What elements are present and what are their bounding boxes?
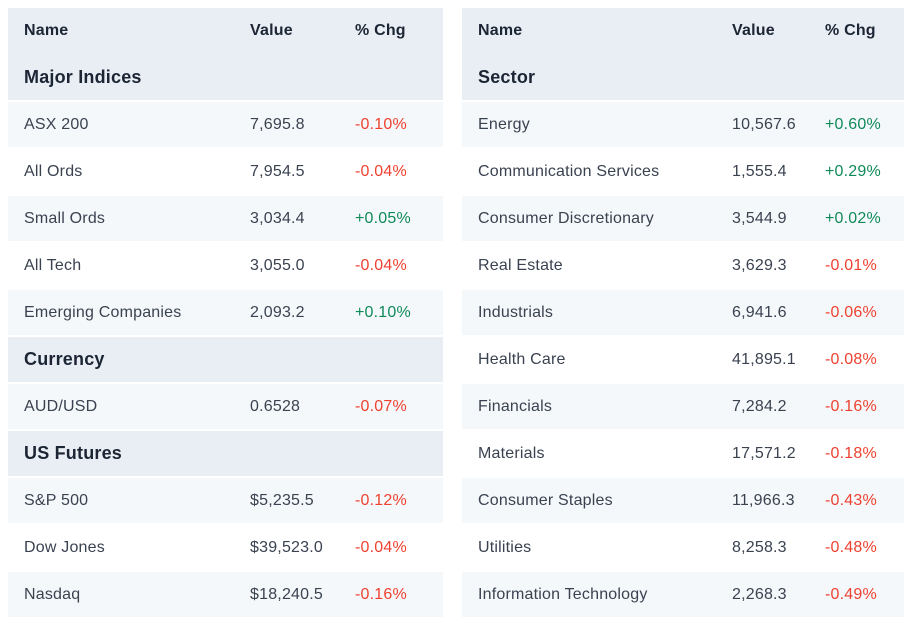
table-sectors: Name Value % Chg Sector Energy 10,567.6 +0… [462,8,904,619]
column-header-row: Name Value % Chg [462,8,904,54]
column-header-chg: % Chg [355,22,406,39]
row-name: Health Care [478,350,566,368]
row-change: -0.16% [825,397,877,415]
row-name: Communication Services [478,162,660,180]
table-row: AUD/USD 0.6528 -0.07% [8,384,443,429]
row-change: -0.04% [355,256,407,274]
row-value: 3,629.3 [732,256,787,274]
row-name: Information Technology [478,585,648,603]
table-rows: ASX 200 7,695.8 -0.10% All Ords 7,954.5 -0.04… [8,102,443,617]
table-row: Energy 10,567.6 +0.60% [462,102,904,147]
row-change: +0.05% [355,209,411,227]
table-row: S&P 500 $5,235.5 -0.12% [8,478,443,523]
row-change: -0.12% [355,491,407,509]
row-value: $39,523.0 [250,538,323,556]
table-row: Health Care 41,895.1 -0.08% [462,337,904,382]
row-value: 3,034.4 [250,209,305,227]
column-header-value: Value [250,22,293,39]
section-title: US Futures [8,431,443,476]
table-row: Small Ords 3,034.4 +0.05% [8,196,443,241]
table-row: ASX 200 7,695.8 -0.10% [8,102,443,147]
row-name: Dow Jones [24,538,105,556]
section-title-major-indices: Major Indices [8,54,443,100]
table-row: Consumer Staples 11,966.3 -0.43% [462,478,904,523]
row-change: +0.10% [355,303,411,321]
row-name: Nasdaq [24,585,81,603]
table-row: Dow Jones $39,523.0 -0.04% [8,525,443,570]
row-change: -0.01% [825,256,877,274]
row-value: 7,284.2 [732,397,787,415]
row-value: 7,954.5 [250,162,305,180]
table-row: All Ords 7,954.5 -0.04% [8,149,443,194]
row-value: 1,555.4 [732,162,787,180]
row-change: -0.49% [825,585,877,603]
row-value: 0.6528 [250,397,301,415]
row-name: Real Estate [478,256,563,274]
table-row: Financials 7,284.2 -0.16% [462,384,904,429]
row-change: -0.43% [825,491,877,509]
table-row: Materials 17,571.2 -0.18% [462,431,904,476]
row-change: -0.04% [355,538,407,556]
row-value: 3,544.9 [732,209,787,227]
row-name: Materials [478,444,545,462]
row-name: All Ords [24,162,83,180]
row-name: Financials [478,397,553,415]
row-change: +0.60% [825,115,881,133]
row-name: AUD/USD [24,397,98,415]
row-value: 10,567.6 [732,115,796,133]
table-header-block: Name Value % Chg Sector [462,8,904,100]
row-change: +0.02% [825,209,881,227]
table-rows: Energy 10,567.6 +0.60% Communication Servic… [462,102,904,617]
row-name: Energy [478,115,530,133]
column-header-name: Name [478,22,523,39]
row-value: 11,966.3 [732,491,795,509]
table-row: Emerging Companies 2,093.2 +0.10% [8,290,443,335]
row-change: -0.08% [825,350,877,368]
row-name: Consumer Discretionary [478,209,655,227]
row-value: 6,941.6 [732,303,787,321]
row-change: -0.06% [825,303,877,321]
table-row: Utilities 8,258.3 -0.48% [462,525,904,570]
column-header-value: Value [732,22,775,39]
row-change: -0.07% [355,397,407,415]
row-change: -0.18% [825,444,877,462]
row-value: 3,055.0 [250,256,305,274]
table-major-indices: Name Value % Chg Major Indices ASX 200 7,… [8,8,443,619]
column-header-name: Name [24,22,69,39]
row-name: ASX 200 [24,115,89,133]
table-row: Real Estate 3,629.3 -0.01% [462,243,904,288]
table-row: Communication Services 1,555.4 +0.29% [462,149,904,194]
row-name: Consumer Staples [478,491,613,509]
column-header-chg: % Chg [825,22,876,39]
row-name: S&P 500 [24,491,89,509]
row-change: -0.04% [355,162,407,180]
table-header-block: Name Value % Chg Major Indices [8,8,443,100]
row-name: Small Ords [24,209,106,227]
table-row: Consumer Discretionary 3,544.9 +0.02% [462,196,904,241]
row-change: -0.10% [355,115,407,133]
row-value: $18,240.5 [250,585,323,603]
row-name: Industrials [478,303,554,321]
row-name: Utilities [478,538,532,556]
row-change: -0.16% [355,585,407,603]
table-row: Information Technology 2,268.3 -0.49% [462,572,904,617]
row-value: 8,258.3 [732,538,787,556]
row-value: 41,895.1 [732,350,796,368]
table-row: All Tech 3,055.0 -0.04% [8,243,443,288]
row-name: Emerging Companies [24,303,182,321]
row-name: All Tech [24,256,82,274]
row-value: $5,235.5 [250,491,314,509]
row-value: 2,268.3 [732,585,787,603]
row-value: 17,571.2 [732,444,796,462]
row-value: 2,093.2 [250,303,305,321]
table-row: Nasdaq $18,240.5 -0.16% [8,572,443,617]
row-change: -0.48% [825,538,877,556]
row-change: +0.29% [825,162,881,180]
table-row: Industrials 6,941.6 -0.06% [462,290,904,335]
section-title: Currency [8,337,443,382]
column-header-row: Name Value % Chg [8,8,443,54]
row-value: 7,695.8 [250,115,305,133]
section-title-sector: Sector [462,54,904,100]
